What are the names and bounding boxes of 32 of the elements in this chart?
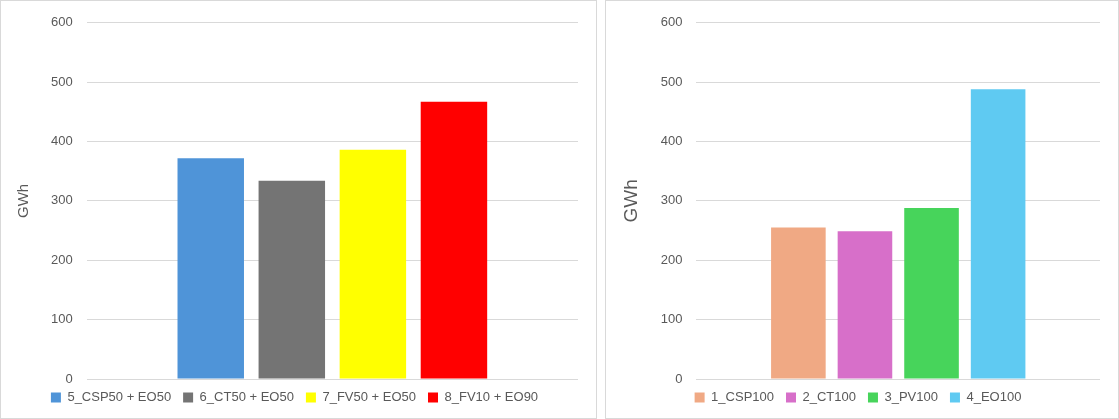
bar bbox=[177, 158, 244, 379]
bar bbox=[420, 101, 488, 379]
y-axis-title: GWh bbox=[14, 183, 32, 218]
y-tick-label: 100 bbox=[660, 311, 683, 327]
y-tick-label: 200 bbox=[50, 251, 73, 267]
bar bbox=[904, 208, 959, 379]
bar bbox=[837, 231, 893, 379]
legend-label: 7_FV50 + EO50 bbox=[322, 389, 417, 405]
legend-label: 4_EO100 bbox=[966, 389, 1022, 405]
y-tick-label: 100 bbox=[50, 311, 73, 327]
legend-label: 8_FV10 + EO90 bbox=[444, 389, 539, 405]
y-tick-label: 600 bbox=[660, 14, 683, 30]
y-tick-label: 300 bbox=[660, 192, 683, 208]
y-tick-label: 500 bbox=[50, 73, 73, 89]
legend-label: 3_PV100 bbox=[884, 389, 938, 405]
y-tick-label: 500 bbox=[660, 73, 683, 89]
y-axis-title: GWh bbox=[619, 179, 641, 223]
y-tick-label: 0 bbox=[675, 370, 683, 386]
legend-label: 2_CT100 bbox=[802, 389, 856, 405]
legend-label: 5_CSP50 + EO50 bbox=[67, 389, 172, 405]
y-tick-label: 200 bbox=[660, 251, 683, 267]
bar bbox=[970, 89, 1026, 379]
y-tick-label: 0 bbox=[65, 370, 73, 386]
bar bbox=[258, 180, 326, 379]
legend-label: 1_CSP100 bbox=[711, 389, 774, 405]
y-tick-label: 300 bbox=[50, 192, 73, 208]
y-tick-label: 600 bbox=[50, 14, 73, 30]
bar bbox=[771, 227, 826, 379]
y-tick-label: 400 bbox=[50, 133, 73, 149]
bar bbox=[339, 149, 407, 379]
y-tick-label: 400 bbox=[660, 133, 683, 149]
legend-label: 6_CT50 + EO50 bbox=[199, 389, 294, 405]
